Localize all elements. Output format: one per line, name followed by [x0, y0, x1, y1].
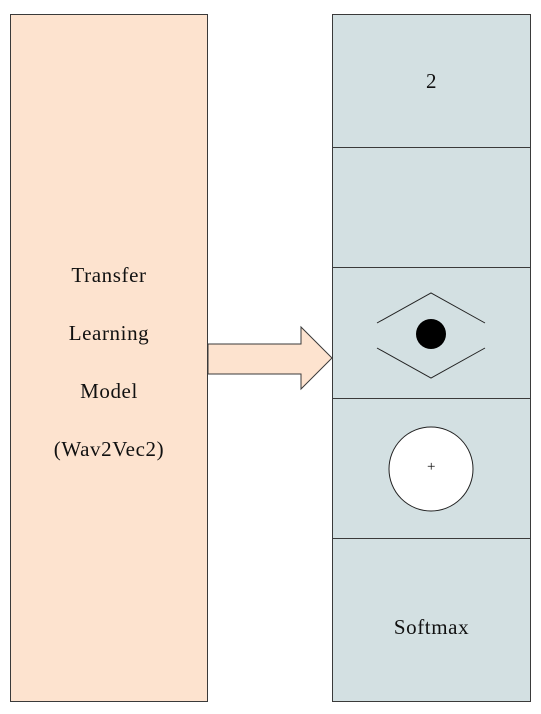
model-label-line-2: Learning	[68, 321, 150, 345]
addition-circle-icon	[388, 426, 474, 512]
transfer-learning-model-label: Transfer Learning Model (Wav2Vec2)	[10, 246, 208, 478]
layer-softmax: Softmax	[333, 538, 530, 703]
output-size-label: 2	[425, 69, 438, 93]
model-label-line-3: Model	[80, 379, 138, 403]
classifier-head-stack: 2 + Softmax	[332, 14, 531, 702]
model-label-line-4: (Wav2Vec2)	[53, 437, 165, 461]
softmax-label: Softmax	[393, 615, 470, 639]
flow-arrow	[207, 325, 333, 391]
layer-output-size: 2	[333, 15, 530, 147]
dot-product-icon	[376, 292, 486, 379]
layer-addition: +	[333, 398, 530, 538]
model-label-line-1: Transfer	[71, 263, 147, 287]
addition-symbol: +	[426, 459, 437, 475]
layer-empty	[333, 147, 530, 267]
transfer-learning-model-block	[10, 14, 208, 702]
layer-dot-product	[333, 267, 530, 398]
